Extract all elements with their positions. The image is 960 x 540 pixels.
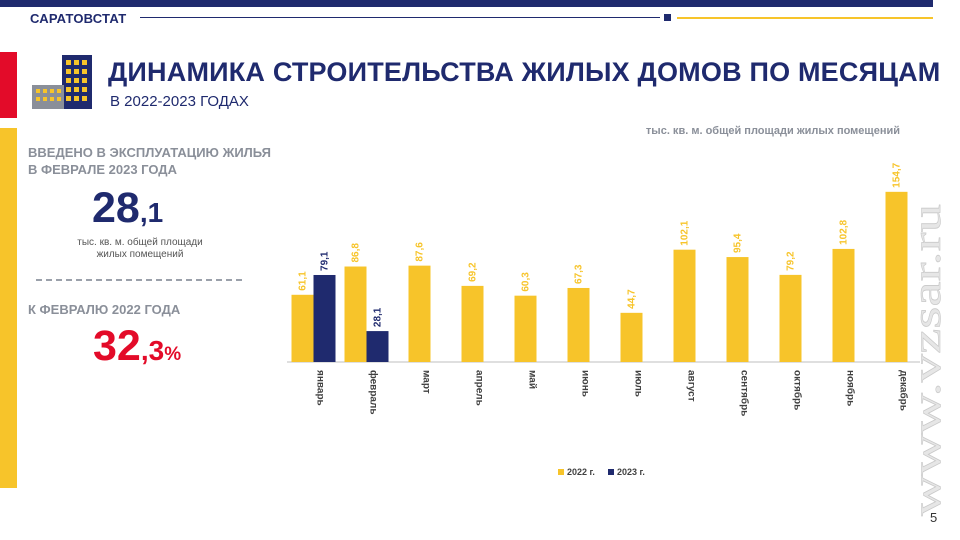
yellow-accent-strip: [0, 128, 17, 488]
bar-2022-5: [514, 295, 537, 362]
data-label-2022-9: 95,4: [733, 233, 744, 253]
data-label-2022-7: 44,7: [627, 289, 638, 309]
watermark: www.vzsar.ru: [904, 204, 950, 517]
chart-unit-note: тыс. кв. м. общей площади жилых помещени…: [645, 125, 900, 137]
bar-2022-8: [673, 249, 696, 362]
compare-value-int: 32: [93, 322, 141, 370]
bar-2022-12: [885, 191, 908, 362]
bar-2022-11: [832, 248, 855, 362]
x-tick-label-8: август: [686, 370, 697, 402]
bar-2022-1: [291, 294, 314, 362]
legend-swatch-2: [608, 469, 614, 475]
legend-label-1: 2022 г.: [567, 467, 595, 477]
x-tick-label-5: май: [527, 370, 538, 389]
data-label-2023-2: 28,1: [373, 307, 384, 327]
kpi-value: 28,1: [92, 184, 163, 233]
dashed-divider: [36, 279, 242, 281]
compare-value: 32,3%: [93, 322, 181, 371]
kpi-unit-line2: жилых помещений: [96, 249, 184, 260]
kpi-unit-line1: тыс. кв. м. общей площади: [77, 237, 203, 248]
watermark-text: www.vzsar.ru: [904, 204, 949, 516]
bar-2023-1: [313, 274, 336, 362]
data-label-2022-5: 60,3: [521, 272, 532, 292]
legend-label-2: 2023 г.: [617, 467, 645, 477]
x-tick-label-2: февраль: [368, 370, 380, 415]
x-tick-label-7: июль: [633, 370, 644, 397]
x-tick-label-1: январь: [315, 370, 326, 406]
data-label-2022-11: 102,8: [839, 219, 850, 244]
header-divider: [140, 17, 660, 18]
x-tick-label-4: апрель: [474, 370, 485, 406]
x-tick-label-11: ноябрь: [845, 370, 857, 406]
compare-label: К ФЕВРАЛЮ 2022 ГОДА: [28, 302, 181, 317]
legend-swatch-1: [558, 469, 564, 475]
bar-2023-2: [366, 331, 389, 362]
page-subtitle: В 2022-2023 ГОДАХ: [110, 93, 249, 110]
header-divider-marker: [664, 14, 671, 21]
x-tick-label-12: декабрь: [898, 370, 910, 411]
page-number: 5: [930, 510, 938, 525]
top-bar: [0, 0, 933, 7]
data-label-2023-1: 79,1: [320, 251, 331, 271]
kpi-value-dec: ,1: [139, 197, 164, 228]
x-tick-label-3: март: [421, 370, 432, 394]
x-tick-label-10: октябрь: [792, 370, 804, 410]
data-label-2022-3: 87,6: [415, 242, 426, 262]
buildings-icon: [32, 55, 92, 109]
data-label-2022-4: 69,2: [468, 262, 479, 282]
data-label-2022-2: 86,8: [351, 243, 362, 263]
bar-2022-4: [461, 285, 484, 362]
red-accent-tab: [0, 52, 17, 118]
kpi-unit: тыс. кв. м. общей площади жилых помещени…: [60, 237, 220, 261]
brand-logo-text: САРАТОВСТАТ: [30, 11, 127, 26]
compare-value-dec: ,3: [140, 335, 165, 366]
data-label-2022-10: 79,2: [786, 251, 797, 271]
data-label-2022-1: 61,1: [298, 271, 309, 291]
data-label-2022-8: 102,1: [680, 220, 691, 245]
bar-2022-10: [779, 274, 802, 362]
kpi-label-line1: ВВЕДЕНО В ЭКСПЛУАТАЦИЮ ЖИЛЬЯ: [28, 145, 271, 160]
bar-2022-2: [344, 266, 367, 362]
x-tick-label-9: сентябрь: [739, 370, 751, 416]
monthly-bar-chart: 61,1 79,1 январь 86,8 28,1 февраль 87,6 март 69,…: [287, 162, 920, 477]
data-label-2022-12: 154,7: [892, 162, 903, 187]
page-title: ДИНАМИКА СТРОИТЕЛЬСТВА ЖИЛЫХ ДОМОВ ПО МЕ…: [108, 57, 941, 87]
bar-2022-9: [726, 257, 749, 362]
data-label-2022-6: 67,3: [574, 264, 585, 284]
bar-2022-6: [567, 287, 590, 362]
bar-2022-7: [620, 312, 643, 362]
bar-2022-3: [408, 265, 431, 362]
compare-percent-sign: %: [164, 344, 182, 365]
header-accent-line: [677, 17, 933, 19]
kpi-label-line2: В ФЕВРАЛЕ 2023 ГОДА: [28, 162, 177, 177]
kpi-value-int: 28: [92, 184, 140, 232]
x-tick-label-6: июнь: [580, 370, 591, 397]
kpi-label: ВВЕДЕНО В ЭКСПЛУАТАЦИЮ ЖИЛЬЯ В ФЕВРАЛЕ 2…: [28, 144, 308, 178]
